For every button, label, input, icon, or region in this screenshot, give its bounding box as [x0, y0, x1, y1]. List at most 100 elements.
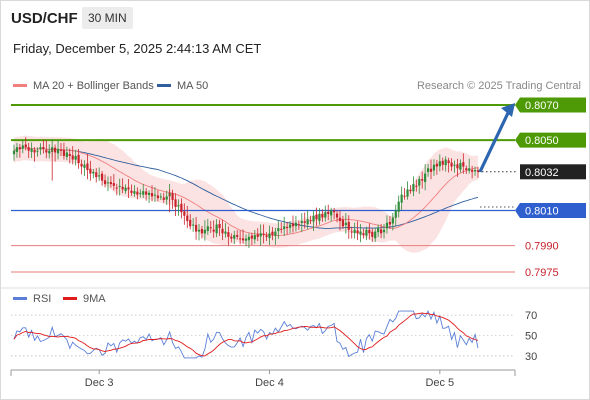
candle-body — [171, 193, 174, 200]
rsi-tick-label: 70 — [525, 310, 537, 322]
candle-body — [156, 195, 159, 199]
candle-body — [180, 203, 183, 213]
level-label-0.8010: 0.8010 — [525, 205, 559, 217]
candle-body — [109, 182, 113, 185]
candle-body — [300, 221, 303, 224]
candle-body — [459, 163, 462, 170]
candle-body — [280, 228, 283, 230]
candle-body — [139, 192, 142, 194]
candle-body — [15, 147, 19, 153]
candle-body — [303, 221, 306, 223]
rsi-line — [13, 309, 479, 359]
candle-body — [218, 223, 221, 229]
candle-body — [409, 189, 412, 192]
level-label-0.8070: 0.8070 — [525, 100, 559, 112]
candle-body — [118, 185, 121, 187]
candle-body — [27, 147, 30, 151]
candle-body — [162, 197, 165, 200]
candle-body — [230, 236, 233, 239]
candle-body — [247, 236, 251, 241]
candle-body — [456, 164, 459, 169]
candle-body — [250, 235, 253, 239]
candle-body — [473, 170, 477, 172]
bollinger-band — [14, 135, 478, 253]
candle-body — [136, 191, 139, 195]
rsi-tick-label: 50 — [525, 331, 537, 343]
candle-body — [368, 229, 371, 234]
legend-ma50: MA 50 — [157, 80, 208, 92]
candle-body — [432, 164, 436, 171]
legend-rsi: RSI — [13, 293, 51, 305]
candle-body — [142, 191, 145, 195]
candle-body — [277, 228, 280, 232]
candle-body — [124, 187, 127, 192]
x-tick-label: Dec 4 — [255, 377, 284, 389]
candle-body — [59, 149, 63, 151]
candle-body — [206, 226, 209, 232]
chart-header: USD/CHF 30 MIN — [0, 0, 590, 34]
candle-body — [335, 213, 339, 218]
candle-body — [21, 145, 24, 149]
candle-body — [224, 231, 227, 234]
candle-body — [239, 238, 242, 240]
candle-body — [471, 169, 474, 172]
candle-body — [324, 212, 327, 218]
ma50-line — [13, 147, 479, 229]
candle-body — [177, 205, 180, 207]
timeframe-button[interactable]: 30 MIN — [82, 7, 133, 29]
candle-body — [444, 159, 447, 166]
candle-body — [80, 163, 83, 167]
candle-body — [165, 196, 168, 200]
candle-body — [453, 164, 456, 166]
candle-body — [244, 238, 248, 241]
candle-body — [321, 214, 324, 218]
candle-body — [371, 231, 374, 237]
candle-body — [183, 211, 186, 216]
candle-body — [200, 229, 204, 234]
candle-body — [259, 233, 262, 237]
candle-body — [421, 179, 424, 181]
candle-body — [145, 191, 148, 195]
level-label-0.7975: 0.7975 — [525, 267, 559, 279]
candle-body — [77, 154, 80, 164]
candle-body — [382, 229, 386, 233]
candle-body — [365, 229, 368, 236]
candle-body — [197, 229, 201, 232]
candle-body — [291, 223, 295, 227]
legend-9ma: 9MA — [63, 293, 106, 305]
candle-body — [112, 183, 115, 186]
candle-body — [330, 210, 333, 216]
candle-body — [253, 235, 256, 240]
candle-body — [353, 229, 356, 234]
candle-body — [274, 231, 277, 236]
candle-body — [103, 180, 107, 185]
candle-body — [56, 148, 60, 154]
candle-body — [341, 219, 345, 227]
candle-body — [476, 170, 480, 172]
candle-body — [333, 210, 336, 213]
candle-body — [438, 161, 441, 167]
candle-body — [400, 194, 403, 203]
candle-body — [391, 217, 394, 224]
candle-body — [133, 191, 136, 194]
ma20-line — [13, 147, 479, 236]
candle-body — [95, 172, 98, 178]
candle-body — [338, 217, 342, 222]
candle-body — [265, 235, 268, 237]
candle-body — [450, 162, 453, 167]
projection-arrow-head — [501, 103, 515, 117]
candle-body — [312, 215, 315, 222]
candle-body — [33, 150, 36, 153]
candle-body — [147, 192, 151, 195]
candle-body — [42, 147, 45, 149]
ma9-label: 9MA — [83, 293, 106, 305]
ma50-swatch — [157, 83, 171, 87]
x-tick-label: Dec 5 — [425, 377, 454, 389]
candle-body — [397, 201, 400, 212]
candle-body — [468, 168, 471, 171]
candle-body — [192, 224, 195, 226]
candle-body — [130, 190, 133, 193]
candle-body — [24, 144, 27, 148]
candle-body — [262, 233, 265, 236]
